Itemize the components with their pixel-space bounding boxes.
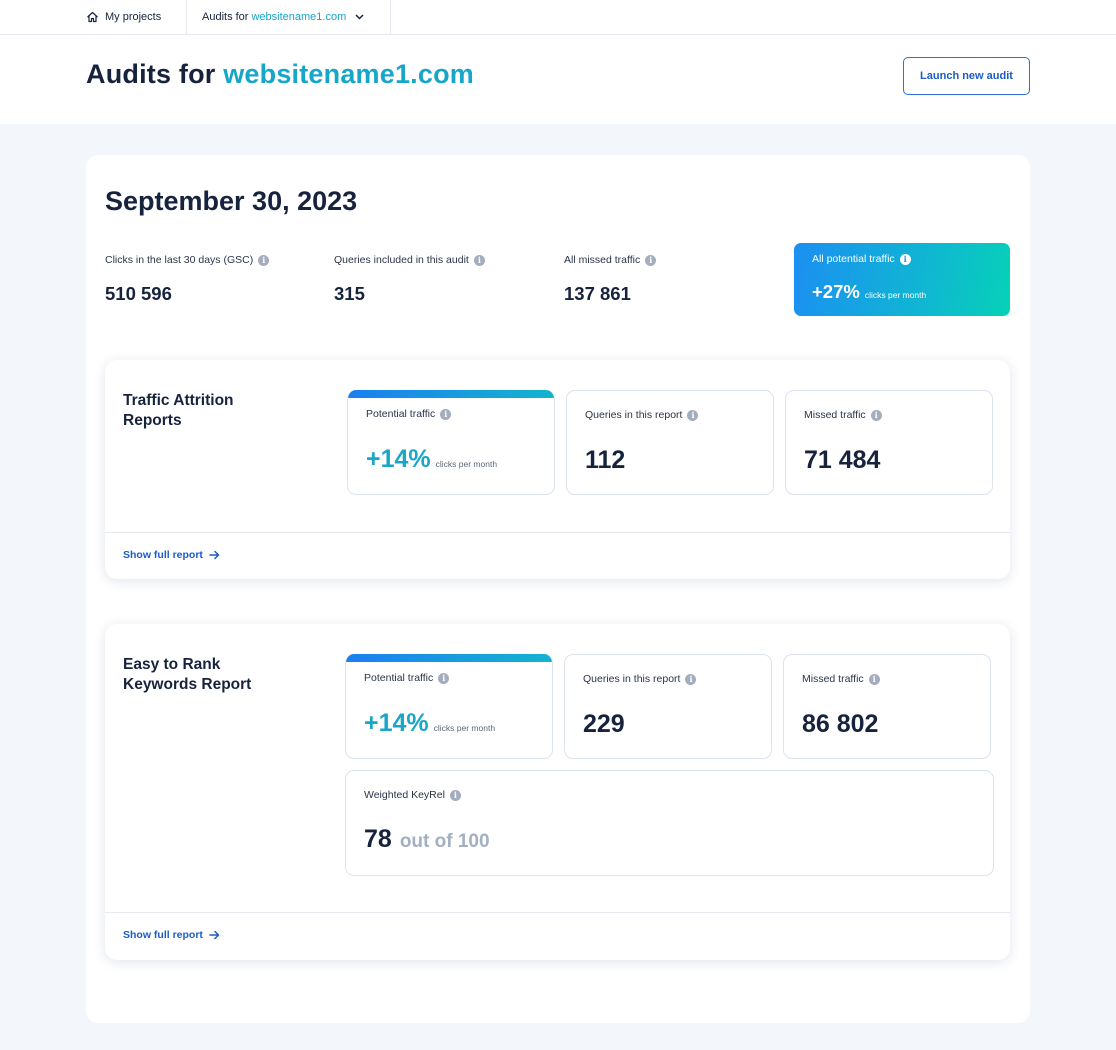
stat-queries: Queries included in this audit i 315: [334, 253, 485, 305]
metric-label: Weighted KeyRel: [364, 789, 445, 801]
nav-current-prefix: Audits for: [202, 11, 249, 23]
stat-missed: All missed traffic i 137 861: [564, 253, 657, 305]
missed-traffic-metric: Missed traffic i 71 484: [785, 390, 993, 495]
info-icon[interactable]: i: [449, 789, 461, 801]
info-icon[interactable]: i: [258, 254, 270, 266]
report-footer: Show full report: [105, 532, 1010, 579]
potential-value: +27%: [812, 281, 860, 302]
metric-value: 71 484: [804, 446, 881, 474]
show-full-report-label: Show full report: [123, 929, 203, 941]
metric-label: Queries in this report: [585, 409, 683, 421]
report-title: Easy to Rank Keywords Report: [123, 656, 252, 693]
metric-value: 78: [364, 825, 392, 853]
stat-label: All missed traffic: [564, 254, 641, 266]
weighted-keyrel-metric: Weighted KeyRel i 78 out of 100: [345, 770, 994, 876]
metric-unit: clicks per month: [435, 459, 498, 469]
stat-value: 510 596: [105, 283, 172, 304]
metric-label: Missed traffic: [802, 673, 864, 685]
metric-label: Potential traffic: [366, 408, 436, 420]
metric-value: +14%: [366, 445, 431, 473]
info-icon[interactable]: i: [870, 409, 882, 421]
audit-date: September 30, 2023: [105, 186, 358, 216]
nav-current-site: websitename1.com: [251, 11, 347, 23]
stat-label: Queries included in this audit: [334, 254, 469, 266]
launch-new-audit-button[interactable]: Launch new audit: [903, 57, 1030, 95]
nav-home-label: My projects: [105, 11, 162, 23]
stat-value: 315: [334, 283, 365, 304]
page-title: Audits for websitename1.com: [86, 59, 474, 90]
easy-to-rank-keywords-report-card: Easy to Rank Keywords Report Potential t…: [105, 624, 1010, 960]
traffic-attrition-report-card: Traffic Attrition Reports Potential traf…: [105, 360, 1010, 579]
page-title-prefix: Audits for: [86, 59, 216, 89]
potential-traffic-metric: Potential traffic i +14% clicks per mont…: [345, 654, 553, 759]
info-icon[interactable]: i: [438, 672, 450, 684]
audit-card: September 30, 2023 Clicks in the last 30…: [86, 155, 1030, 1023]
home-icon: [87, 11, 98, 23]
report-footer: Show full report: [105, 912, 1010, 960]
info-icon[interactable]: i: [473, 254, 485, 266]
metric-value: 86 802: [802, 710, 879, 738]
metric-value: 112: [585, 446, 626, 474]
chevron-down-icon: [355, 14, 364, 20]
metric-label: Queries in this report: [583, 673, 681, 685]
potential-unit: clicks per month: [864, 290, 927, 300]
queries-metric: Queries in this report i 112: [566, 390, 774, 495]
arrow-right-icon: [209, 930, 220, 940]
info-icon[interactable]: i: [687, 409, 699, 421]
missed-traffic-metric: Missed traffic i 86 802: [783, 654, 991, 759]
stat-value: 137 861: [564, 283, 631, 304]
top-nav: My projects Audits for websitename1.com: [0, 0, 1116, 35]
potential-traffic-metric: Potential traffic i +14% clicks per mont…: [347, 390, 555, 495]
potential-label: All potential traffic: [812, 253, 895, 265]
page-header: Audits for websitename1.com Launch new a…: [0, 35, 1116, 124]
nav-my-projects[interactable]: My projects: [86, 0, 161, 34]
nav-divider: [186, 0, 187, 34]
nav-divider: [390, 0, 391, 34]
info-icon[interactable]: i: [645, 254, 657, 266]
show-full-report-label: Show full report: [123, 549, 203, 561]
info-icon[interactable]: i: [685, 673, 697, 685]
show-full-report-link[interactable]: Show full report: [123, 929, 220, 941]
page-title-site: websitename1.com: [223, 59, 475, 89]
info-icon[interactable]: i: [440, 408, 452, 420]
stat-label: Clicks in the last 30 days (GSC): [105, 254, 254, 266]
nav-audits-dropdown[interactable]: Audits for websitename1.com: [202, 0, 364, 34]
show-full-report-link[interactable]: Show full report: [123, 549, 220, 561]
info-icon[interactable]: i: [899, 253, 911, 265]
metric-suffix: out of 100: [399, 831, 490, 852]
report-title: Traffic Attrition Reports: [123, 392, 234, 429]
metric-value: 229: [583, 710, 625, 738]
info-icon[interactable]: i: [868, 673, 880, 685]
stat-clicks: Clicks in the last 30 days (GSC) i 510 5…: [105, 253, 270, 305]
metric-label: Potential traffic: [364, 672, 434, 684]
queries-metric: Queries in this report i 229: [564, 654, 772, 759]
arrow-right-icon: [209, 550, 220, 560]
metric-value: +14%: [364, 709, 429, 737]
metric-unit: clicks per month: [433, 723, 496, 733]
metric-label: Missed traffic: [804, 409, 866, 421]
all-potential-traffic-box: All potential traffic i +27% clicks per …: [794, 243, 1010, 316]
